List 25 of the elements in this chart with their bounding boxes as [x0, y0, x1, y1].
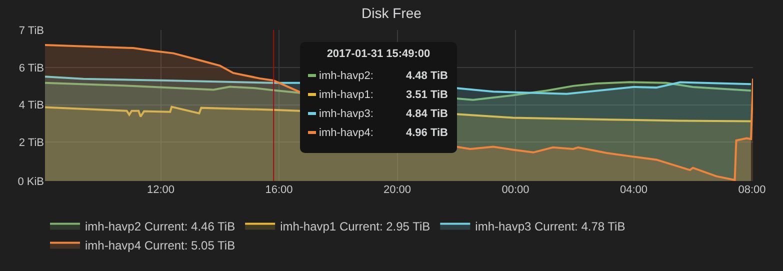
x-tick-label: 00:00 [502, 184, 530, 196]
legend-label: imh-havp2 Current: 4.46 TiB [85, 219, 236, 234]
annotation: imh-havp3: [319, 108, 374, 120]
x-tick-label: 12:00 [147, 184, 175, 196]
y-tick-label: 4 TiB [18, 100, 44, 112]
annotation: 3.51 TiB [406, 88, 448, 100]
x-tick-label: 04:00 [620, 184, 648, 196]
annotation: 4.48 TiB [406, 70, 448, 82]
annotation: imh-havp2: [319, 70, 374, 82]
y-tick-label: 6 TiB [18, 62, 44, 74]
legend-label: imh-havp4 Current: 5.05 TiB [85, 238, 236, 252]
x-tick-label: 08:00 [738, 184, 766, 196]
x-tick-label: 16:00 [265, 184, 293, 196]
annotation: imh-havp1: [319, 88, 374, 100]
annotation: imh-havp4: [319, 126, 374, 138]
legend-label: imh-havp1 Current: 2.95 TiB [280, 219, 430, 234]
y-tick-label: 7 TiB [18, 24, 44, 37]
y-tick-label: 2 TiB [18, 136, 44, 149]
annotation: 4.96 TiB [406, 126, 448, 138]
legend-label: imh-havp3 Current: 4.78 TiB [475, 219, 626, 234]
x-tick-label: 20:00 [384, 184, 412, 196]
chart-title: Disk Free [362, 4, 422, 21]
y-tick-label: 0 KiB [18, 176, 44, 188]
annotation: 4.84 TiB [406, 108, 448, 120]
annotation: 2017-01-31 15:49:00 [326, 48, 432, 60]
